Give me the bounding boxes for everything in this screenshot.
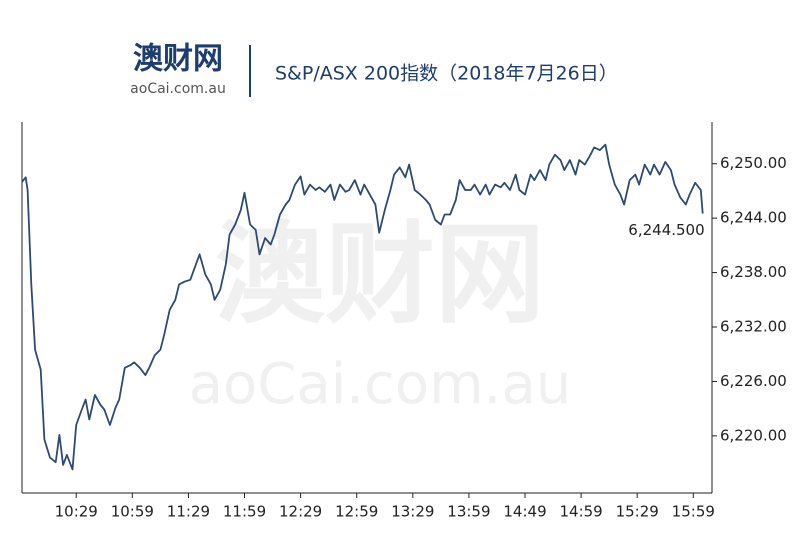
x-tick-label: 15:29 xyxy=(616,503,659,521)
x-tick-label: 10:59 xyxy=(111,503,154,521)
price-line xyxy=(21,143,704,471)
watermark-domain: aoCai.com.au xyxy=(189,352,572,417)
x-tick-label: 11:29 xyxy=(167,503,210,521)
brand-name: 澳财网 xyxy=(133,42,223,77)
y-tick-label: 6,238.00 xyxy=(720,263,787,281)
y-tick-label: 6,220.00 xyxy=(720,426,787,444)
y-tick-label: 6,250.00 xyxy=(720,154,787,172)
chart-title: S&P/ASX 200指数（2018年7月26日） xyxy=(275,63,618,85)
y-tick-label: 6,244.00 xyxy=(720,209,787,227)
x-tick-label: 14:59 xyxy=(559,503,602,521)
x-tick-label: 13:29 xyxy=(391,503,434,521)
x-tick-label: 15:59 xyxy=(672,503,715,521)
x-tick-label: 13:59 xyxy=(447,503,490,521)
last-value-label: 6,244.500 xyxy=(628,221,704,239)
x-tick-label: 10:29 xyxy=(55,503,98,521)
x-tick-label: 11:59 xyxy=(223,503,266,521)
x-tick-label: 14:49 xyxy=(503,503,546,521)
x-tick-label: 12:29 xyxy=(279,503,322,521)
y-tick-label: 6,226.00 xyxy=(720,372,787,390)
brand-domain: aoCai.com.au xyxy=(130,81,226,97)
y-tick-label: 6,232.00 xyxy=(720,318,787,336)
x-tick-label: 12:59 xyxy=(335,503,378,521)
axes xyxy=(21,122,713,494)
